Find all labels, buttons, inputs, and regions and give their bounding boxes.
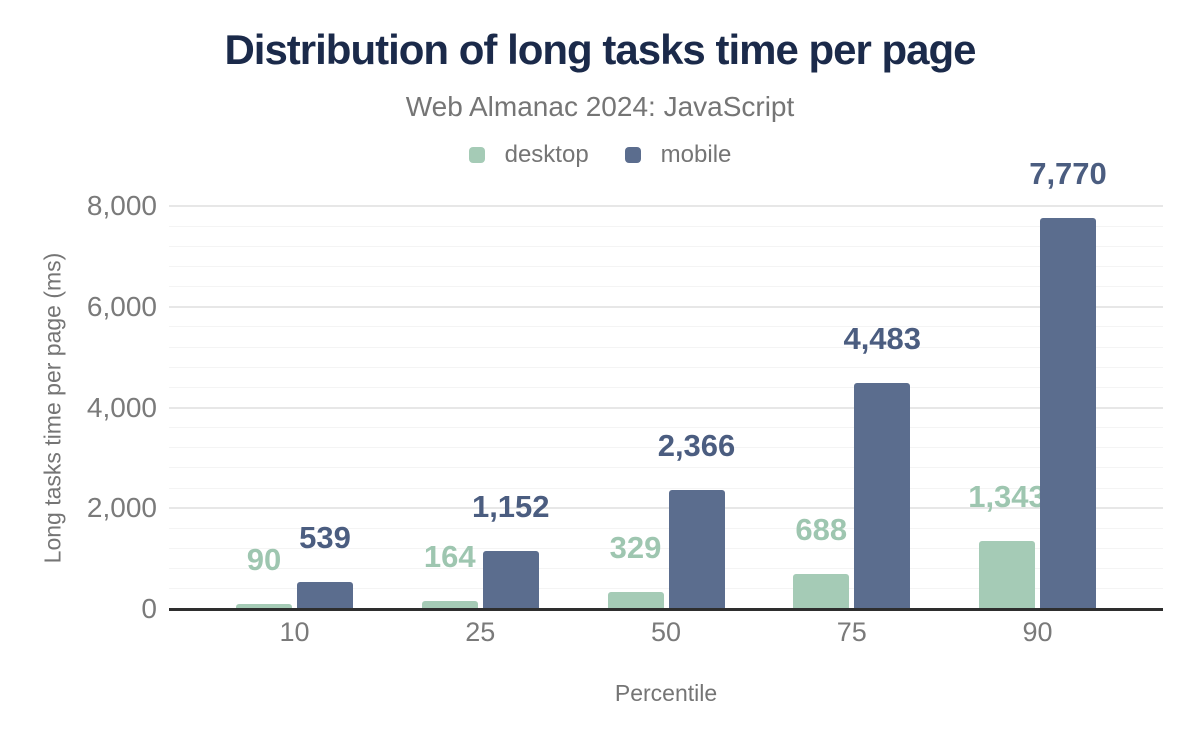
value-label-mobile-p75: 4,483 — [843, 321, 922, 356]
value-label-mobile-p10: 539 — [299, 520, 351, 555]
value-label-mobile-p25: 1,152 — [471, 489, 550, 524]
x-tick-label: 25 — [465, 617, 496, 647]
x-axis-title: Percentile — [614, 680, 718, 706]
minor-gridline — [169, 386, 1163, 388]
major-gridline — [169, 205, 1163, 207]
minor-gridline — [169, 265, 1163, 267]
bar-desktop-p10[interactable] — [236, 604, 292, 609]
bar-desktop-p25[interactable] — [421, 601, 478, 609]
value-label-desktop-p90: 1,343 — [968, 479, 1046, 514]
bar-desktop-p75[interactable] — [793, 574, 850, 609]
y-tick-label: 6,000 — [86, 290, 157, 322]
bar-desktop-p90[interactable] — [979, 541, 1035, 609]
minor-gridline — [169, 427, 1163, 429]
value-label-desktop-p75: 688 — [795, 512, 848, 547]
value-label-mobile-p50: 2,366 — [657, 428, 736, 463]
legend-label-desktop: desktop — [504, 141, 589, 168]
minor-gridline — [169, 326, 1163, 328]
x-tick-label: 10 — [279, 617, 310, 647]
value-label-desktop-p10: 90 — [246, 542, 282, 577]
bar-mobile-p25[interactable] — [482, 551, 539, 609]
value-label-desktop-p50: 329 — [609, 530, 662, 565]
minor-gridline — [169, 225, 1163, 227]
legend-label-mobile: mobile — [660, 141, 732, 168]
major-gridline — [169, 305, 1163, 308]
legend-item-mobile[interactable]: mobile — [624, 141, 732, 169]
x-tick-label: 75 — [836, 617, 867, 647]
y-tick-label: 0 — [141, 593, 157, 624]
chart-title: Distribution of long tasks time per page — [224, 26, 976, 73]
bar-mobile-p10[interactable] — [297, 582, 353, 609]
minor-gridline — [169, 286, 1163, 288]
value-label-mobile-p90: 7,770 — [1029, 156, 1107, 191]
y-axis-title: Long tasks time per page (ms) — [39, 252, 66, 564]
bar-mobile-p75[interactable] — [854, 383, 911, 609]
legend: desktop mobile — [0, 141, 1200, 169]
minor-gridline — [169, 487, 1163, 489]
legend-swatch-mobile-icon — [624, 147, 641, 163]
chart-subtitle: Web Almanac 2024: JavaScript — [405, 91, 795, 122]
minor-gridline — [169, 527, 1163, 529]
bar-mobile-p90[interactable] — [1040, 218, 1096, 609]
major-gridline — [169, 507, 1163, 510]
minor-gridline — [169, 245, 1163, 247]
minor-gridline — [169, 588, 1163, 590]
x-axis-line — [169, 608, 1163, 611]
y-tick-label: 2,000 — [86, 492, 157, 524]
bar-mobile-p50[interactable] — [668, 490, 725, 609]
minor-gridline — [169, 467, 1163, 469]
legend-swatch-desktop-icon — [468, 147, 485, 163]
minor-gridline — [169, 366, 1163, 368]
minor-gridline — [169, 548, 1163, 550]
x-tick-label: 50 — [650, 617, 682, 647]
y-tick-label: 8,000 — [86, 190, 157, 221]
legend-item-desktop[interactable]: desktop — [468, 141, 589, 169]
bar-desktop-p50[interactable] — [607, 592, 664, 609]
minor-gridline — [169, 447, 1163, 449]
minor-gridline — [169, 568, 1163, 570]
value-label-desktop-p25: 164 — [423, 539, 476, 574]
minor-gridline — [169, 346, 1163, 348]
major-gridline — [169, 406, 1163, 409]
x-tick-label: 90 — [1022, 617, 1053, 647]
y-tick-label: 4,000 — [86, 391, 157, 423]
